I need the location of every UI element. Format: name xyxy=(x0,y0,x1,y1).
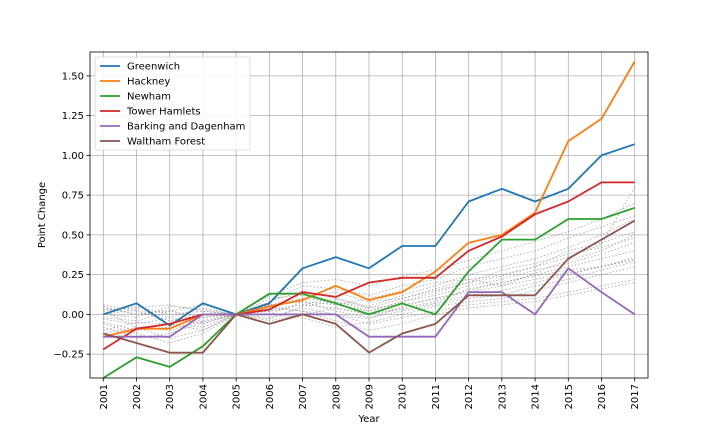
x-tick-label: 2006 xyxy=(265,384,276,409)
legend-box xyxy=(94,56,251,151)
y-tick-label: 1.50 xyxy=(62,71,84,82)
series-line xyxy=(103,143,635,327)
series-line xyxy=(103,219,636,354)
x-tick-label: 2013 xyxy=(497,384,508,409)
y-tick-label: 0.25 xyxy=(62,270,84,281)
x-axis-ticks: 2001 2002 2003 2004 2005 2006 2007 2008 2009 2010… xyxy=(99,378,641,409)
background-series-line xyxy=(103,202,635,315)
y-tick-label: 0.75 xyxy=(62,191,84,202)
y-tick-label: −0.25 xyxy=(53,350,84,361)
x-tick-label: 2012 xyxy=(464,384,475,409)
legend-label: Hackney xyxy=(127,77,170,88)
y-tick-label: 1.00 xyxy=(62,151,84,162)
background-series-line xyxy=(103,234,635,338)
x-tick-label: 2004 xyxy=(198,384,209,409)
x-tick-label: 2009 xyxy=(365,384,376,409)
legend-label: Barking and Dagenham xyxy=(127,122,245,133)
series-line xyxy=(103,61,636,338)
y-axis-ticks: −0.25 0.00 0.25 0.50 0.75 1.00 1.25 1.50 xyxy=(53,71,90,361)
background-series-line xyxy=(103,250,635,331)
background-series-line xyxy=(103,279,635,331)
y-tick-label: 0.50 xyxy=(62,230,84,241)
x-tick-label: 2002 xyxy=(132,384,143,409)
x-tick-label: 2015 xyxy=(564,384,575,409)
x-tick-label: 2010 xyxy=(398,384,409,409)
x-tick-label: 2008 xyxy=(331,384,342,409)
background-series-line xyxy=(103,259,635,319)
x-tick-label: 2014 xyxy=(531,384,542,409)
x-axis-label: Year xyxy=(357,414,380,425)
x-tick-label: 2001 xyxy=(99,384,110,409)
background-series-line xyxy=(103,215,635,315)
legend: Greenwich Hackney Newham Tower Hamlets Barki… xyxy=(94,56,251,151)
series-line xyxy=(103,267,636,338)
x-tick-label: 2016 xyxy=(597,384,608,409)
legend-label: Greenwich xyxy=(127,62,180,73)
x-tick-label: 2007 xyxy=(298,384,309,409)
series-line xyxy=(102,181,635,351)
y-tick-label: 0.00 xyxy=(62,310,84,321)
legend-label: Waltham Forest xyxy=(127,137,205,148)
background-series-line xyxy=(103,266,635,339)
x-tick-label: 2005 xyxy=(232,384,243,409)
series-lines xyxy=(102,61,636,379)
x-tick-label: 2003 xyxy=(165,384,176,409)
legend-label: Tower Hamlets xyxy=(126,107,201,118)
y-axis-label: Point Change xyxy=(37,182,48,248)
y-tick-label: 1.25 xyxy=(62,111,84,122)
x-tick-label: 2017 xyxy=(630,384,641,409)
legend-label: Newham xyxy=(127,92,171,103)
background-series-line xyxy=(103,231,635,319)
x-tick-label: 2011 xyxy=(431,384,442,409)
